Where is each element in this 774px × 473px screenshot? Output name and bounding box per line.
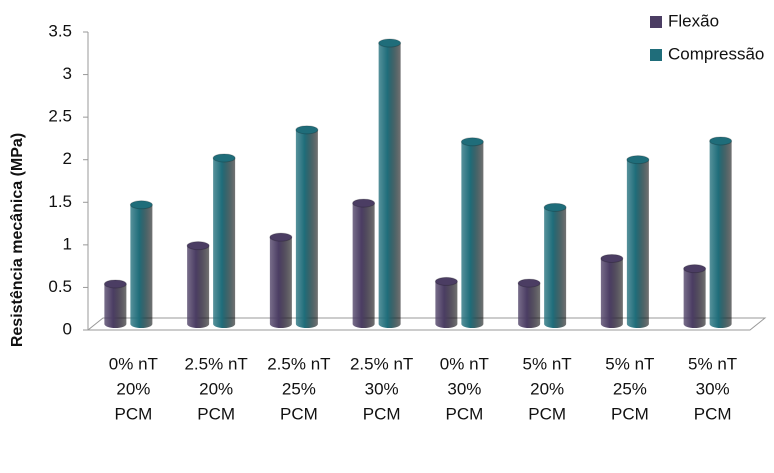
x-tick-label: 2.5% nT [267,354,330,373]
bar [435,281,458,328]
bar [709,140,732,328]
x-tick-label: 0% nT [109,354,158,373]
y-tick-label: 3.5 [48,21,72,40]
y-tick-label: 2 [63,149,72,168]
x-tick-label: 25% [613,379,647,398]
x-tick-label: 5% nT [605,354,654,373]
legend-label: Compressão [668,44,764,63]
x-tick-label: PCM [611,404,649,423]
y-axis-label: Resistência mecânica (MPa) [9,133,26,347]
bar [130,204,153,328]
bar [104,283,127,328]
floor [86,317,767,331]
x-tick-label: PCM [363,404,401,423]
bar-top [517,278,541,288]
bar-top [212,153,236,163]
legend-swatch [650,16,662,28]
bar-top [543,202,567,212]
bar [600,258,623,328]
bar-top [295,125,319,135]
bar-top [129,200,153,210]
bar-top [269,232,293,242]
x-tick-label: 20% [116,379,150,398]
bar-top [626,155,650,165]
bar-top [434,276,458,286]
bar-top [709,136,733,146]
x-tick-label: 20% [199,379,233,398]
x-tick-label: 30% [696,379,730,398]
bar-top [683,264,707,274]
y-tick-label: 0.5 [48,277,72,296]
bar [461,141,484,328]
y-tick-label: 3 [63,64,72,83]
x-tick-label: 5% nT [523,354,572,373]
x-tick-label: 0% nT [440,354,489,373]
bar-top [460,137,484,147]
bar [544,207,567,328]
bar [213,157,236,328]
bar-top [600,253,624,263]
x-tick-label: 25% [282,379,316,398]
y-tick-label: 2.5 [48,107,72,126]
y-tick-label: 0 [63,319,72,338]
bar [518,283,541,328]
x-tick-label: PCM [528,404,566,423]
x-tick-label: 30% [447,379,481,398]
x-tick-label: PCM [197,404,235,423]
bar [683,268,706,328]
x-tick-label: PCM [694,404,732,423]
legend-swatch [650,49,662,61]
x-tick-label: PCM [445,404,483,423]
bar [352,203,375,328]
bar [295,129,318,328]
x-tick-label: 2.5% nT [184,354,247,373]
legend-label: Flexão [668,11,719,30]
bar-top [103,279,127,289]
x-tick-label: 30% [365,379,399,398]
bar [269,237,292,328]
x-tick-label: PCM [280,404,318,423]
x-tick-label: 2.5% nT [350,354,413,373]
bar-top [378,38,402,48]
x-tick-label: 5% nT [688,354,737,373]
bar-top [352,198,376,208]
bar [187,245,210,328]
y-tick-label: 1 [63,234,72,253]
bar [626,159,649,328]
x-tick-label: PCM [114,404,152,423]
x-tick-label: 20% [530,379,564,398]
bar-top [186,241,210,251]
y-tick-label: 1.5 [48,192,72,211]
bar [378,43,401,329]
